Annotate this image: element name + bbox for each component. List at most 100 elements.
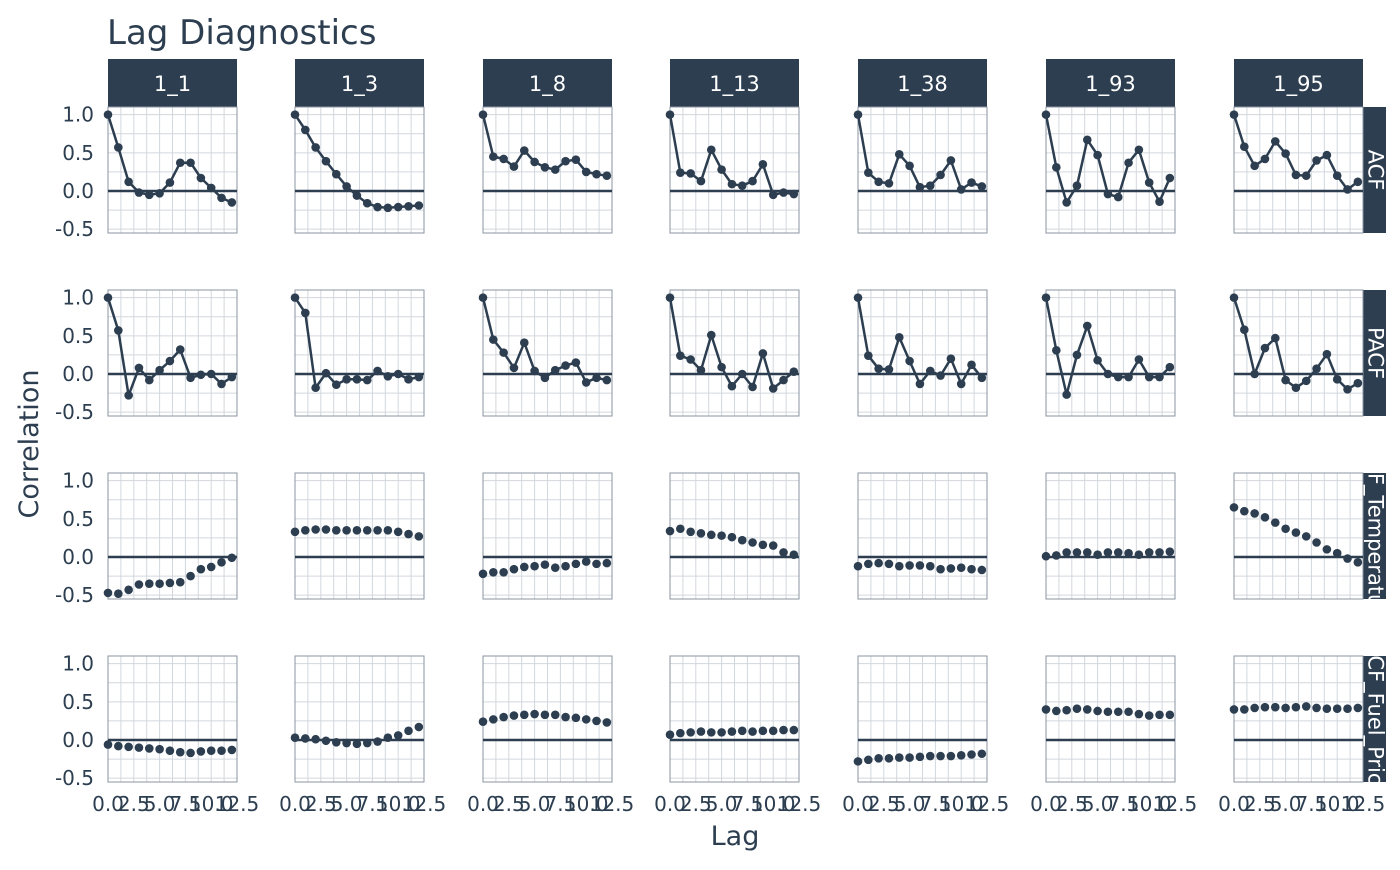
data-point (1229, 293, 1239, 302)
data-point (414, 532, 424, 541)
data-point (1343, 554, 1352, 563)
data-point (227, 198, 237, 207)
data-point (1332, 375, 1342, 384)
data-point (144, 375, 154, 385)
data-point (1229, 705, 1239, 714)
data-point (561, 712, 570, 722)
data-point (676, 168, 685, 177)
panel-CCF_Temperature-1_95 (1229, 472, 1364, 600)
data-point (717, 165, 726, 174)
data-point (1093, 550, 1102, 560)
data-point (362, 198, 372, 208)
data-point (1155, 710, 1164, 720)
data-point (478, 293, 488, 302)
data-point (1312, 156, 1321, 165)
data-point (915, 561, 925, 570)
x-tick-label: 5.0 (519, 792, 551, 816)
chart-title: Lag Diagnostics (107, 13, 376, 53)
data-point (1240, 142, 1249, 152)
data-point (530, 709, 539, 719)
panel-ACF-1_13 (665, 106, 800, 234)
data-point (967, 750, 976, 759)
data-point (478, 569, 488, 579)
data-point (530, 157, 539, 167)
data-point (373, 202, 382, 212)
panel-border (294, 106, 425, 234)
data-point (581, 378, 591, 387)
data-point (1332, 548, 1342, 558)
data-point (540, 163, 550, 172)
data-point (915, 379, 925, 389)
data-point (676, 351, 685, 360)
y-tick-label: 0.0 (62, 179, 94, 203)
data-point (1103, 189, 1113, 199)
y-tick-label: 0.0 (62, 545, 94, 569)
data-point (592, 373, 601, 383)
data-point (977, 749, 987, 759)
data-point (155, 579, 164, 589)
panel-ACF-1_8 (478, 106, 613, 234)
panel-border (1233, 655, 1364, 783)
strip-top-1_8 (483, 59, 612, 107)
data-point (1082, 548, 1092, 557)
panel-CCF_Temperature-1_13 (665, 472, 800, 600)
data-point (165, 578, 175, 588)
data-point (227, 745, 237, 755)
panel-ACF-1_93 (1041, 106, 1176, 234)
data-point (956, 185, 966, 194)
y-tick-label: 1.0 (62, 469, 94, 493)
panel-border (294, 655, 425, 783)
data-point (956, 379, 966, 389)
data-point (946, 354, 956, 364)
data-point (1134, 145, 1144, 155)
data-point (977, 373, 987, 383)
data-point (1041, 293, 1051, 302)
data-point (789, 367, 799, 377)
panel-CCF_Fuel_Price-1_8 (478, 655, 613, 783)
data-point (217, 193, 226, 203)
data-point (789, 550, 799, 560)
x-tick-label: 5.0 (1270, 792, 1302, 816)
data-point (373, 737, 382, 746)
data-point (676, 728, 685, 738)
data-point (1270, 137, 1280, 146)
data-point (519, 710, 529, 720)
data-point (561, 361, 570, 370)
x-tick-label: 0.0 (1030, 792, 1062, 816)
strip-top-label: 1_95 (1273, 72, 1324, 97)
data-point (936, 564, 945, 574)
data-point (489, 567, 498, 577)
data-point (301, 308, 310, 318)
data-point (134, 363, 144, 373)
data-point (404, 375, 413, 384)
data-point (894, 333, 904, 342)
data-point (602, 718, 612, 727)
data-point (1250, 369, 1259, 379)
x-tick-label: 5.0 (894, 792, 926, 816)
data-point (758, 349, 768, 358)
data-point (727, 381, 737, 391)
x-tick-label: 12.5 (1341, 792, 1386, 816)
data-point (342, 375, 351, 384)
data-point (124, 585, 133, 595)
data-point (362, 375, 372, 385)
data-point (1343, 185, 1352, 194)
data-point (768, 726, 778, 736)
data-point (206, 369, 216, 379)
data-point (1229, 110, 1239, 119)
x-tick-label: 2.5 (305, 792, 337, 816)
data-point (1322, 545, 1332, 554)
data-point (393, 202, 403, 212)
panel-border (482, 289, 613, 417)
x-tick-label: 7.5 (1295, 792, 1327, 816)
data-point (748, 727, 757, 736)
data-point (114, 741, 123, 751)
data-point (1072, 181, 1082, 190)
data-point (540, 710, 550, 720)
data-point (1155, 548, 1164, 557)
data-point (530, 366, 539, 376)
data-point (165, 746, 175, 755)
data-point (1113, 548, 1123, 557)
data-point (373, 366, 382, 376)
data-point (540, 373, 550, 383)
